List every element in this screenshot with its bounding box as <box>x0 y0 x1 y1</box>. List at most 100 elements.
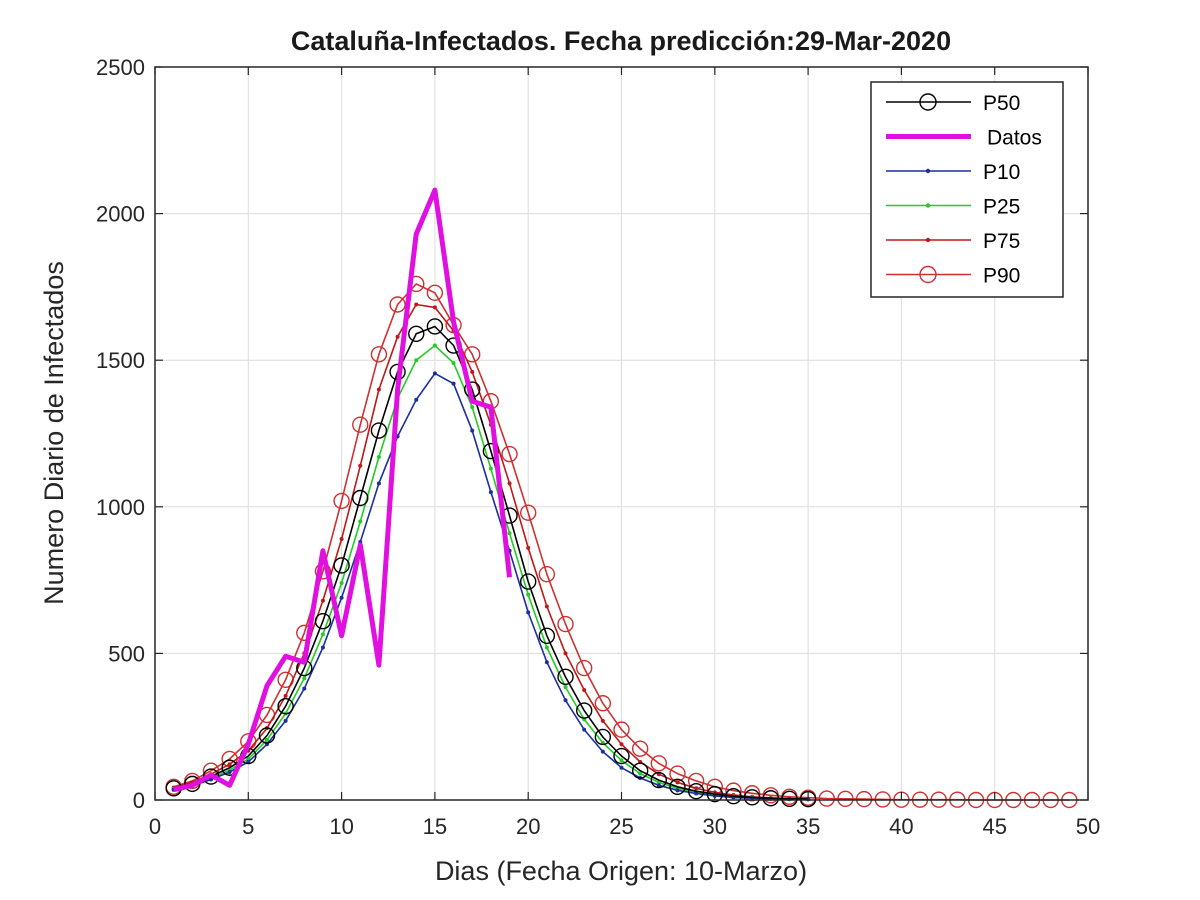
data-point-p50 <box>669 778 686 796</box>
legend: P50 Datos P10 P25 P75 P90 <box>870 81 1064 298</box>
data-point-p10 <box>432 371 437 376</box>
data-point-p75 <box>432 305 437 310</box>
data-point-p10 <box>414 397 419 402</box>
legend-item-p25: P25 <box>886 196 1020 219</box>
data-point-p90 <box>352 416 369 433</box>
data-point-p75 <box>619 742 624 747</box>
data-point-p25 <box>376 454 381 459</box>
legend-label-datos: Datos <box>987 127 1042 150</box>
y-axis-label: Numero Diario de Infectados <box>39 261 69 605</box>
legend-label-p90: P90 <box>983 265 1020 288</box>
x-tick-label: 0 <box>149 814 161 839</box>
data-point-p75 <box>376 387 381 392</box>
data-point-p10 <box>470 428 475 433</box>
data-point-p90 <box>743 785 761 802</box>
x-axis-label: Dias (Fecha Origen: 10-Marzo) <box>435 856 807 886</box>
data-point-p10 <box>339 595 344 600</box>
legend-marker-p90 <box>919 265 937 284</box>
data-point-p50 <box>426 318 444 335</box>
data-point-p75 <box>320 598 325 603</box>
data-point-p25 <box>488 466 493 471</box>
legend-item-p90: P90 <box>886 265 1020 288</box>
data-point-p75 <box>358 463 363 468</box>
data-point-p50 <box>482 442 500 460</box>
data-point-p75 <box>694 786 699 791</box>
data-point-p50 <box>575 702 593 719</box>
data-point-p75 <box>470 369 475 374</box>
x-tick-label: 35 <box>796 814 820 839</box>
data-point-p50 <box>277 697 294 715</box>
data-point-p25 <box>451 361 456 366</box>
data-point-p90 <box>818 790 835 807</box>
legend-marker-p50 <box>919 93 937 111</box>
data-point-p25 <box>656 780 661 785</box>
data-point-p50 <box>370 422 388 439</box>
y-tick-label: 1000 <box>96 495 145 520</box>
x-tick-label: 15 <box>423 814 447 839</box>
data-point-p90 <box>575 659 593 677</box>
x-tick-label: 25 <box>609 814 633 839</box>
series-datos <box>173 187 512 793</box>
data-point-p25 <box>432 343 437 348</box>
data-point-p25 <box>507 531 512 536</box>
data-point-p25 <box>339 581 344 586</box>
data-point-p50 <box>781 790 798 808</box>
data-point-p75 <box>283 693 288 698</box>
y-tick-label: 2500 <box>96 55 145 80</box>
data-point-p50 <box>333 557 350 574</box>
data-point-p90 <box>557 615 574 633</box>
data-point-p90 <box>594 695 612 712</box>
x-tick-label: 30 <box>703 814 727 839</box>
data-point-p50 <box>408 325 425 343</box>
data-point-p90 <box>333 492 350 510</box>
data-point-p50 <box>594 728 612 746</box>
data-point-p50 <box>538 627 556 645</box>
data-point-p75 <box>526 545 531 550</box>
data-point-p25 <box>544 645 549 650</box>
data-point-p75 <box>414 302 419 307</box>
legend-item-p10: P10 <box>886 161 1020 184</box>
data-point-p25 <box>320 632 325 637</box>
x-tick-label: 45 <box>982 814 1006 839</box>
data-point-p25 <box>526 592 531 597</box>
data-point-p90 <box>370 346 388 363</box>
data-point-p10 <box>544 660 549 665</box>
y-tick-label: 500 <box>108 641 145 666</box>
series-line-datos <box>173 187 512 793</box>
data-point-p10 <box>656 783 661 788</box>
data-point-p50 <box>352 489 369 507</box>
data-point-p90 <box>613 721 630 738</box>
data-point-p90 <box>631 740 649 757</box>
data-point-p75 <box>507 481 512 486</box>
data-point-p10 <box>320 645 325 650</box>
data-point-p10 <box>451 381 456 386</box>
data-point-p75 <box>227 762 232 767</box>
data-point-p25 <box>414 358 419 363</box>
legend-label-p25: P25 <box>983 196 1020 219</box>
x-tick-label: 20 <box>516 814 540 839</box>
chart-title: Cataluña-Infectados. Fecha predicción:29… <box>291 26 951 56</box>
data-point-p10 <box>376 481 381 486</box>
data-point-p75 <box>675 780 680 785</box>
series-line-p50 <box>173 325 809 800</box>
y-tick-label: 0 <box>133 788 145 813</box>
data-point-p75 <box>395 334 400 339</box>
legend-marker-p10 <box>925 168 931 174</box>
data-point-p25 <box>619 758 624 763</box>
data-point-p50 <box>725 787 742 805</box>
data-point-p90 <box>426 284 444 301</box>
legend-label-p50: P50 <box>983 92 1020 115</box>
legend-item-p75: P75 <box>886 230 1020 253</box>
data-point-p75 <box>600 718 605 723</box>
data-point-p10 <box>619 765 624 770</box>
data-point-p50 <box>743 789 761 806</box>
data-point-p50 <box>650 771 668 789</box>
data-point-p90 <box>501 445 518 463</box>
data-point-p90 <box>650 755 668 772</box>
legend-marker-p75 <box>925 237 931 243</box>
data-point-p50 <box>520 573 537 590</box>
data-point-p10 <box>694 791 699 796</box>
